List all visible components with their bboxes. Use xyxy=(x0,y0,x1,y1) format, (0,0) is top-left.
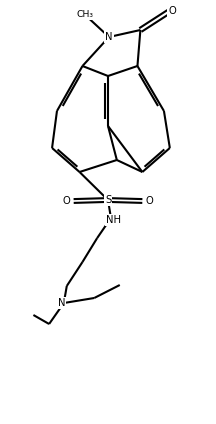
Text: O: O xyxy=(146,196,153,206)
Text: O: O xyxy=(168,6,176,16)
Text: S: S xyxy=(105,195,111,205)
Text: O: O xyxy=(63,196,70,206)
Text: CH₃: CH₃ xyxy=(77,10,94,20)
Text: N: N xyxy=(105,32,113,42)
Text: N: N xyxy=(58,298,65,308)
Text: NH: NH xyxy=(106,215,121,225)
